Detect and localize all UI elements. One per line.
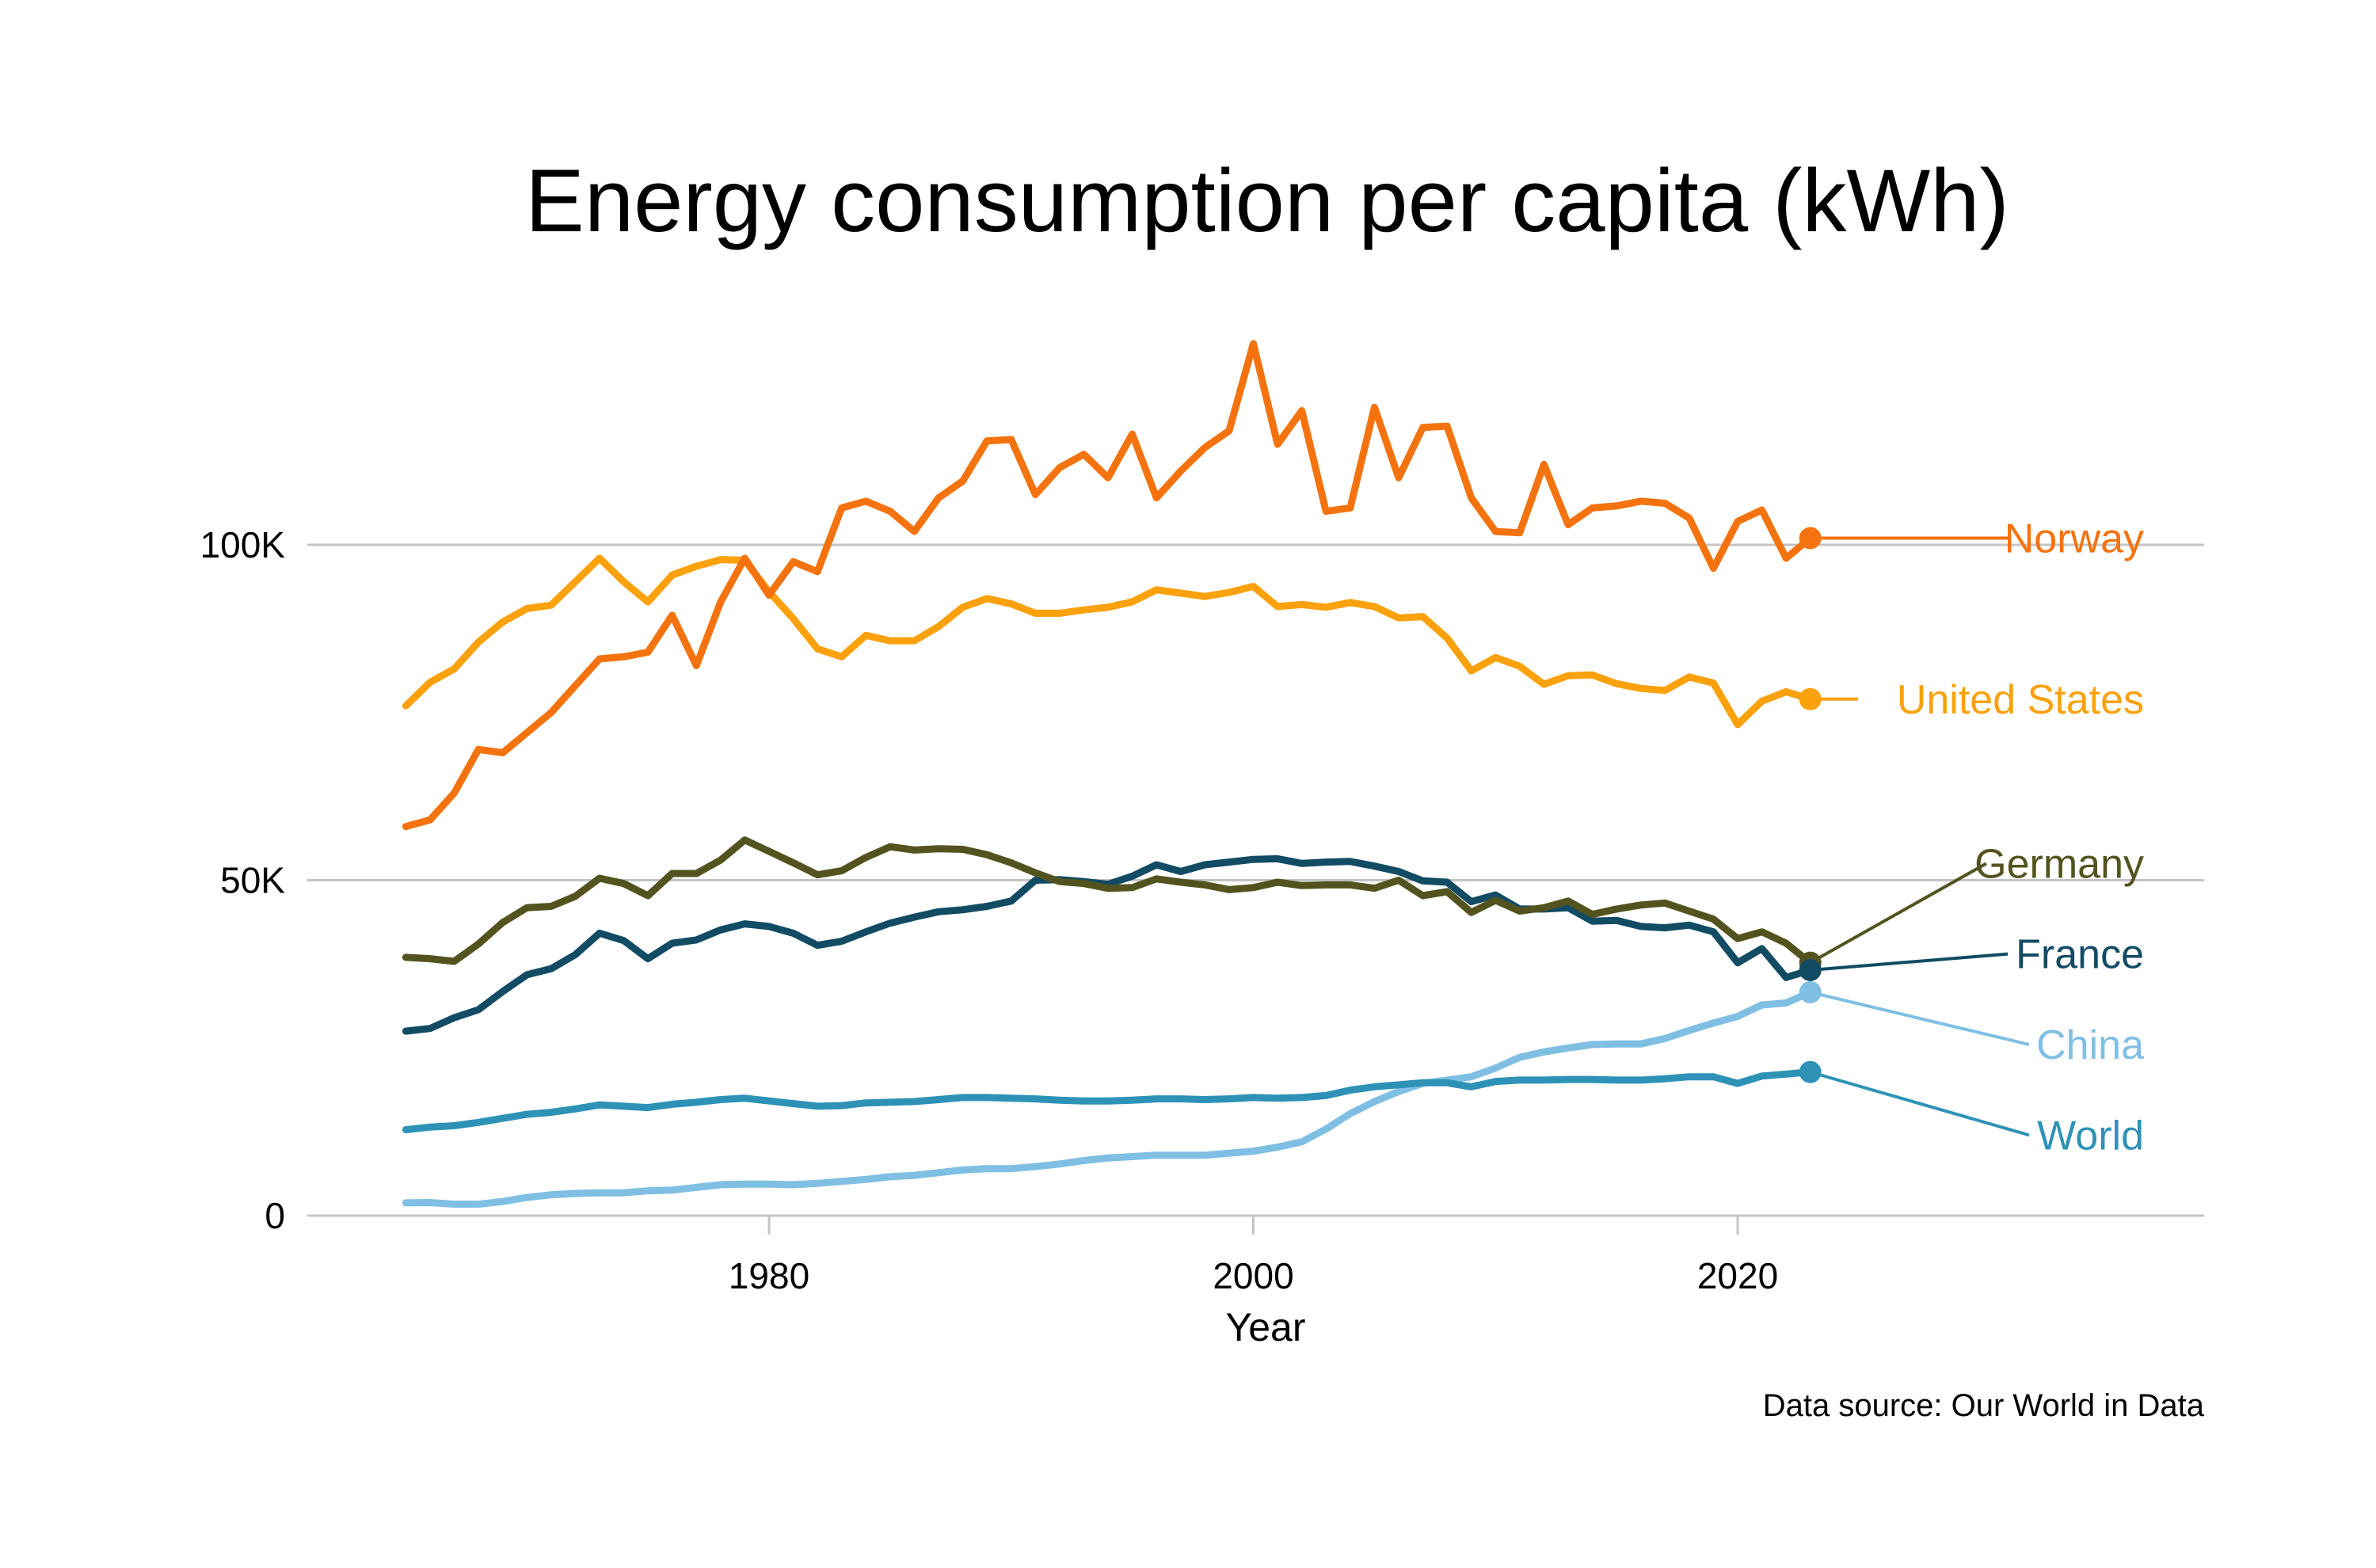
series-label-germany: Germany xyxy=(1974,841,2144,887)
series-label-world: World xyxy=(2037,1113,2144,1159)
series-line-china xyxy=(402,988,1814,1208)
end-point-world xyxy=(1799,1060,1822,1083)
chart-title: Energy consumption per capita (kWh) xyxy=(525,151,2009,250)
x-tick-label: 2020 xyxy=(1697,1255,1778,1296)
x-tick-label: 2000 xyxy=(1213,1255,1293,1296)
series-line-world xyxy=(402,1068,1814,1134)
y-tick-label: 0 xyxy=(265,1195,285,1236)
label-leader-world xyxy=(1810,1070,2030,1137)
data-source-note: Data source: Our World in Data xyxy=(1763,1388,2205,1423)
label-leader-germany xyxy=(1809,862,1987,965)
x-tick-label: 1980 xyxy=(729,1255,809,1296)
series-line-united-states xyxy=(402,554,1814,729)
label-leader-france xyxy=(1810,952,2009,972)
y-tick-label: 50K xyxy=(220,860,285,901)
series-lines xyxy=(402,340,1814,1208)
y-tick-label: 100K xyxy=(200,524,286,565)
end-point-france xyxy=(1799,958,1822,981)
series-label-norway: Norway xyxy=(2005,516,2144,562)
series-label-united-states: United States xyxy=(1897,677,2144,723)
label-leader-china xyxy=(1810,991,2030,1046)
series-label-china: China xyxy=(2036,1022,2144,1068)
series-line-germany xyxy=(402,836,1814,967)
series-labels: Norway United States Germany France China Wor… xyxy=(1799,516,2144,1159)
series-line-france xyxy=(402,854,1814,1035)
x-axis-title: Year xyxy=(1225,1305,1305,1349)
axes: 0 50K 100K 1980 2000 2020 xyxy=(200,524,1779,1296)
series-line-norway xyxy=(402,340,1814,831)
end-point-china xyxy=(1799,980,1822,1003)
end-point-united-states xyxy=(1799,687,1822,710)
series-label-france: France xyxy=(2016,932,2144,978)
end-point-norway xyxy=(1799,527,1822,550)
